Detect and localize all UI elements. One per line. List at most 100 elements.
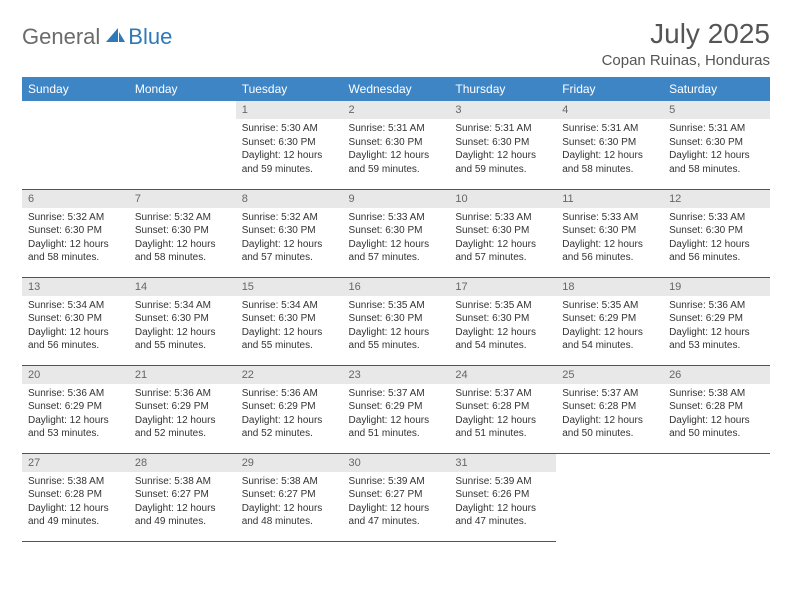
daylight-text: Daylight: 12 hours and 49 minutes. [28, 502, 123, 529]
sunset-text: Sunset: 6:30 PM [349, 136, 444, 150]
calendar-cell: 16Sunrise: 5:35 AMSunset: 6:30 PMDayligh… [343, 277, 450, 365]
day-details: Sunrise: 5:36 AMSunset: 6:29 PMDaylight:… [663, 296, 770, 356]
daylight-text: Daylight: 12 hours and 48 minutes. [242, 502, 337, 529]
month-title: July 2025 [602, 18, 770, 50]
sunrise-text: Sunrise: 5:33 AM [455, 211, 550, 225]
calendar-cell: 21Sunrise: 5:36 AMSunset: 6:29 PMDayligh… [129, 365, 236, 453]
daylight-text: Daylight: 12 hours and 49 minutes. [135, 502, 230, 529]
sunrise-text: Sunrise: 5:33 AM [562, 211, 657, 225]
sunset-text: Sunset: 6:30 PM [242, 136, 337, 150]
location-text: Copan Ruinas, Honduras [602, 52, 770, 69]
day-details: Sunrise: 5:31 AMSunset: 6:30 PMDaylight:… [663, 119, 770, 179]
day-details: Sunrise: 5:37 AMSunset: 6:29 PMDaylight:… [343, 384, 450, 444]
sunset-text: Sunset: 6:30 PM [135, 312, 230, 326]
day-number: 6 [22, 190, 129, 208]
sunset-text: Sunset: 6:29 PM [135, 400, 230, 414]
day-details: Sunrise: 5:31 AMSunset: 6:30 PMDaylight:… [556, 119, 663, 179]
day-details: Sunrise: 5:32 AMSunset: 6:30 PMDaylight:… [22, 208, 129, 268]
day-details: Sunrise: 5:37 AMSunset: 6:28 PMDaylight:… [449, 384, 556, 444]
sunrise-text: Sunrise: 5:31 AM [455, 122, 550, 136]
day-number: 18 [556, 278, 663, 296]
day-number: 17 [449, 278, 556, 296]
sunset-text: Sunset: 6:28 PM [562, 400, 657, 414]
sunset-text: Sunset: 6:30 PM [28, 224, 123, 238]
day-details: Sunrise: 5:31 AMSunset: 6:30 PMDaylight:… [449, 119, 556, 179]
daylight-text: Daylight: 12 hours and 54 minutes. [562, 326, 657, 353]
day-number: 12 [663, 190, 770, 208]
day-number: 5 [663, 101, 770, 119]
sunrise-text: Sunrise: 5:37 AM [349, 387, 444, 401]
sunrise-text: Sunrise: 5:36 AM [242, 387, 337, 401]
sunset-text: Sunset: 6:30 PM [349, 224, 444, 238]
sunrise-text: Sunrise: 5:36 AM [669, 299, 764, 313]
day-number: 22 [236, 366, 343, 384]
sunrise-text: Sunrise: 5:39 AM [349, 475, 444, 489]
daylight-text: Daylight: 12 hours and 56 minutes. [562, 238, 657, 265]
day-details: Sunrise: 5:31 AMSunset: 6:30 PMDaylight:… [343, 119, 450, 179]
logo-word-blue: Blue [128, 24, 172, 50]
sunset-text: Sunset: 6:30 PM [455, 224, 550, 238]
day-number: 8 [236, 190, 343, 208]
day-details: Sunrise: 5:35 AMSunset: 6:30 PMDaylight:… [343, 296, 450, 356]
day-details: Sunrise: 5:30 AMSunset: 6:30 PMDaylight:… [236, 119, 343, 179]
sunrise-text: Sunrise: 5:34 AM [135, 299, 230, 313]
sunrise-text: Sunrise: 5:31 AM [349, 122, 444, 136]
daylight-text: Daylight: 12 hours and 51 minutes. [349, 414, 444, 441]
day-details: Sunrise: 5:38 AMSunset: 6:27 PMDaylight:… [236, 472, 343, 532]
day-number: 1 [236, 101, 343, 119]
sunset-text: Sunset: 6:27 PM [349, 488, 444, 502]
day-details: Sunrise: 5:36 AMSunset: 6:29 PMDaylight:… [129, 384, 236, 444]
sunset-text: Sunset: 6:29 PM [669, 312, 764, 326]
sunset-text: Sunset: 6:29 PM [242, 400, 337, 414]
sunrise-text: Sunrise: 5:32 AM [135, 211, 230, 225]
sunrise-text: Sunrise: 5:39 AM [455, 475, 550, 489]
sunrise-text: Sunrise: 5:34 AM [242, 299, 337, 313]
calendar-row: 27Sunrise: 5:38 AMSunset: 6:28 PMDayligh… [22, 453, 770, 541]
calendar-cell: 31Sunrise: 5:39 AMSunset: 6:26 PMDayligh… [449, 453, 556, 541]
sunrise-text: Sunrise: 5:37 AM [562, 387, 657, 401]
col-monday: Monday [129, 77, 236, 101]
day-number: 4 [556, 101, 663, 119]
daylight-text: Daylight: 12 hours and 56 minutes. [669, 238, 764, 265]
sunrise-text: Sunrise: 5:37 AM [455, 387, 550, 401]
sunrise-text: Sunrise: 5:35 AM [562, 299, 657, 313]
day-details: Sunrise: 5:32 AMSunset: 6:30 PMDaylight:… [129, 208, 236, 268]
sunset-text: Sunset: 6:30 PM [242, 312, 337, 326]
header: General Blue July 2025 Copan Ruinas, Hon… [22, 18, 770, 69]
sunrise-text: Sunrise: 5:35 AM [349, 299, 444, 313]
sunrise-text: Sunrise: 5:34 AM [28, 299, 123, 313]
daylight-text: Daylight: 12 hours and 58 minutes. [28, 238, 123, 265]
calendar-cell: 20Sunrise: 5:36 AMSunset: 6:29 PMDayligh… [22, 365, 129, 453]
day-details: Sunrise: 5:34 AMSunset: 6:30 PMDaylight:… [22, 296, 129, 356]
daylight-text: Daylight: 12 hours and 50 minutes. [669, 414, 764, 441]
day-details: Sunrise: 5:39 AMSunset: 6:27 PMDaylight:… [343, 472, 450, 532]
col-tuesday: Tuesday [236, 77, 343, 101]
day-details: Sunrise: 5:34 AMSunset: 6:30 PMDaylight:… [129, 296, 236, 356]
sunset-text: Sunset: 6:27 PM [135, 488, 230, 502]
day-number: 25 [556, 366, 663, 384]
calendar-cell: 17Sunrise: 5:35 AMSunset: 6:30 PMDayligh… [449, 277, 556, 365]
day-details: Sunrise: 5:37 AMSunset: 6:28 PMDaylight:… [556, 384, 663, 444]
sunset-text: Sunset: 6:30 PM [135, 224, 230, 238]
day-details: Sunrise: 5:36 AMSunset: 6:29 PMDaylight:… [236, 384, 343, 444]
day-number: 24 [449, 366, 556, 384]
day-number: 19 [663, 278, 770, 296]
calendar-cell: 14Sunrise: 5:34 AMSunset: 6:30 PMDayligh… [129, 277, 236, 365]
day-details: Sunrise: 5:36 AMSunset: 6:29 PMDaylight:… [22, 384, 129, 444]
daylight-text: Daylight: 12 hours and 55 minutes. [349, 326, 444, 353]
sunset-text: Sunset: 6:30 PM [455, 136, 550, 150]
day-number: 13 [22, 278, 129, 296]
daylight-text: Daylight: 12 hours and 53 minutes. [28, 414, 123, 441]
calendar-cell: 19Sunrise: 5:36 AMSunset: 6:29 PMDayligh… [663, 277, 770, 365]
sunset-text: Sunset: 6:30 PM [242, 224, 337, 238]
day-details: Sunrise: 5:33 AMSunset: 6:30 PMDaylight:… [556, 208, 663, 268]
sunset-text: Sunset: 6:30 PM [28, 312, 123, 326]
sunrise-text: Sunrise: 5:30 AM [242, 122, 337, 136]
calendar-cell: 15Sunrise: 5:34 AMSunset: 6:30 PMDayligh… [236, 277, 343, 365]
calendar-cell: 10Sunrise: 5:33 AMSunset: 6:30 PMDayligh… [449, 189, 556, 277]
daylight-text: Daylight: 12 hours and 58 minutes. [669, 149, 764, 176]
sunrise-text: Sunrise: 5:38 AM [28, 475, 123, 489]
calendar-cell: 2Sunrise: 5:31 AMSunset: 6:30 PMDaylight… [343, 101, 450, 189]
daylight-text: Daylight: 12 hours and 59 minutes. [349, 149, 444, 176]
daylight-text: Daylight: 12 hours and 54 minutes. [455, 326, 550, 353]
